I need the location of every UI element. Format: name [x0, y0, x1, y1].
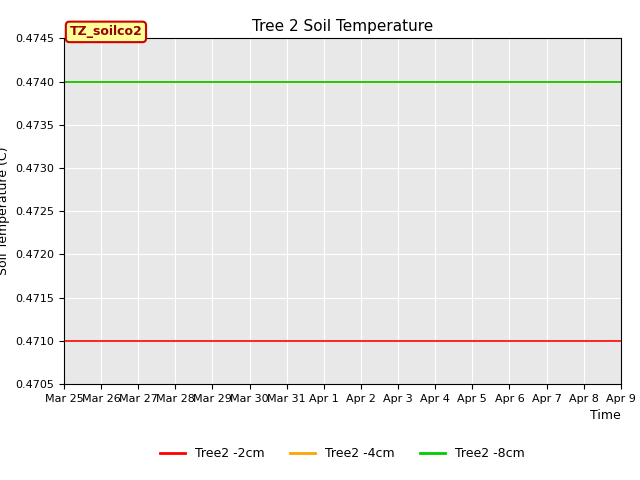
Y-axis label: Soil Temperature (C): Soil Temperature (C): [0, 147, 10, 276]
X-axis label: Time: Time: [590, 409, 621, 422]
Title: Tree 2 Soil Temperature: Tree 2 Soil Temperature: [252, 20, 433, 35]
Text: TZ_soilco2: TZ_soilco2: [70, 25, 142, 38]
Legend: Tree2 -2cm, Tree2 -4cm, Tree2 -8cm: Tree2 -2cm, Tree2 -4cm, Tree2 -8cm: [156, 442, 529, 465]
